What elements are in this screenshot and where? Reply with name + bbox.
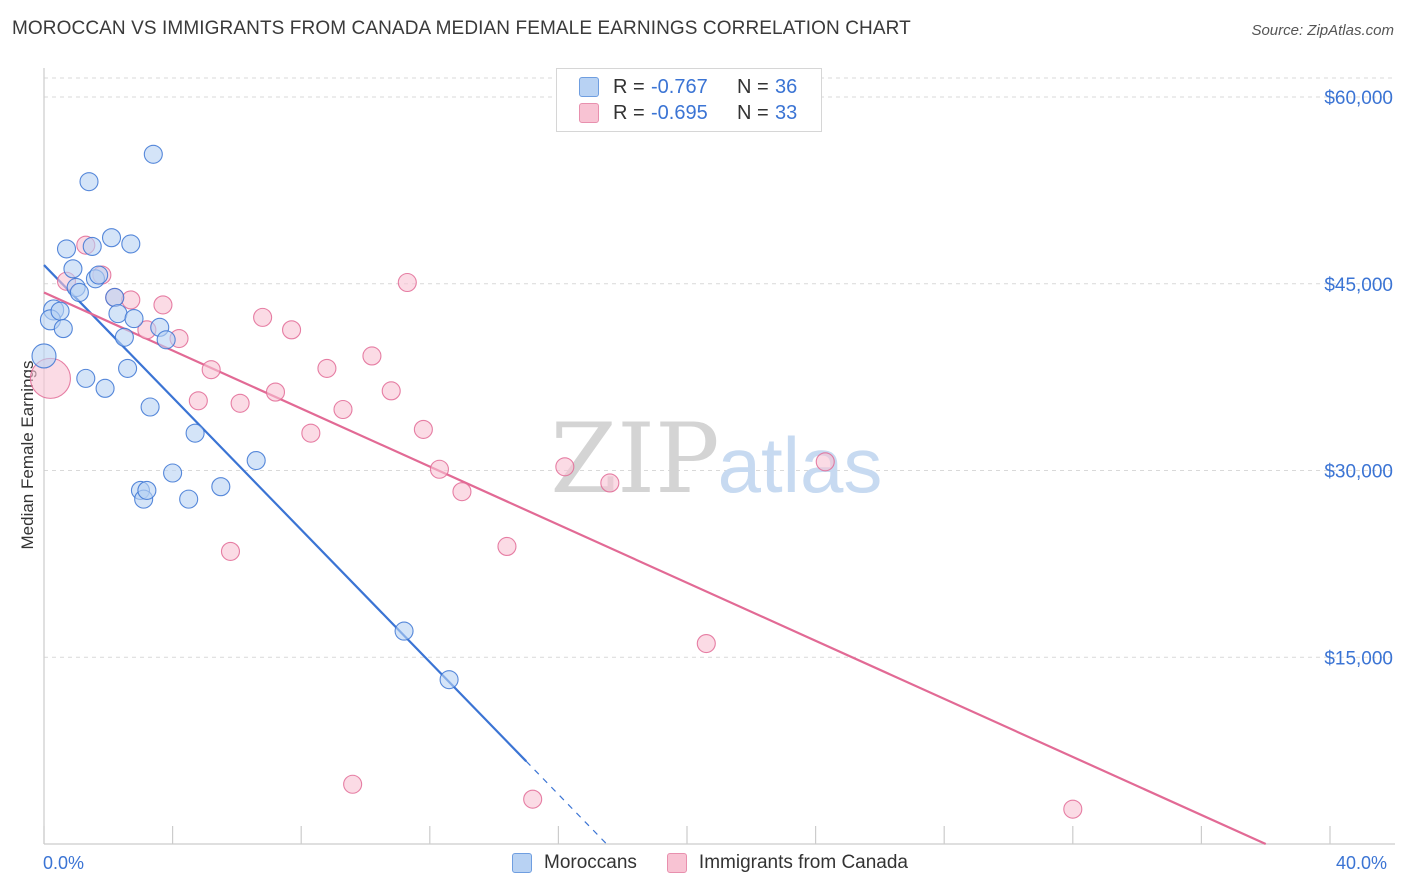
point-canada (343, 774, 363, 794)
point-canada (253, 307, 273, 327)
point-canada (201, 360, 221, 380)
point-moroccans (246, 450, 266, 471)
x-tick-label-max: 40.0% (1336, 853, 1388, 873)
point-moroccans (82, 236, 102, 256)
point-moroccans (124, 309, 144, 329)
correlation-legend: R = -0.767 N = 36 R = -0.695 N = 33 (556, 68, 822, 132)
gridlines (44, 77, 1395, 658)
legend-r-label: R = (613, 101, 645, 124)
point-canada (1063, 799, 1083, 819)
point-moroccans (156, 330, 176, 350)
point-moroccans (394, 621, 414, 641)
point-moroccans (439, 670, 459, 690)
point-moroccans (76, 368, 96, 388)
point-moroccans (56, 239, 77, 259)
point-canada (265, 382, 286, 402)
point-canada (121, 290, 141, 310)
point-canada (188, 391, 208, 411)
series-legend-label: Immigrants from Canada (698, 852, 908, 873)
legend-swatch-pink (579, 103, 599, 123)
point-canada (317, 358, 337, 378)
y-tick-label: $60,000 (1324, 88, 1393, 109)
point-canada (301, 423, 321, 443)
point-moroccans (89, 265, 109, 285)
point-moroccans (143, 144, 163, 164)
y-tick-label: $15,000 (1324, 648, 1393, 669)
point-moroccans (211, 477, 231, 497)
watermark-zip: ZIP (550, 403, 719, 515)
legend-r-value: -0.695 (651, 101, 708, 124)
point-moroccans (140, 397, 160, 417)
point-canada (153, 295, 173, 315)
point-moroccans (114, 327, 134, 347)
point-canada (381, 381, 401, 401)
point-moroccans (50, 301, 70, 321)
point-moroccans (179, 489, 199, 509)
trend-line-moroccans-extension (525, 760, 608, 845)
legend-swatch-blue (579, 77, 599, 97)
legend-r-value: -0.767 (651, 75, 708, 98)
point-moroccans (163, 463, 183, 483)
point-moroccans (108, 304, 128, 324)
point-moroccans (95, 378, 115, 398)
legend-n-value: 33 (775, 101, 798, 124)
point-canada (413, 419, 433, 439)
point-canada (497, 536, 517, 556)
legend-row-canada: R = -0.695 N = 33 (579, 100, 797, 126)
series-legend-moroccans[interactable]: Moroccans (512, 852, 637, 874)
point-canada (696, 634, 716, 654)
legend-r-label: R = (613, 75, 645, 98)
series-swatch-blue (512, 853, 532, 873)
point-canada (429, 459, 449, 479)
point-canada (362, 346, 382, 366)
legend-n-label: N = (737, 101, 769, 124)
series-legend-canada[interactable]: Immigrants from Canada (666, 852, 908, 874)
point-moroccans (63, 259, 83, 279)
legend-n-value: 36 (775, 75, 798, 98)
y-tick-label: $30,000 (1324, 462, 1393, 483)
x-tick-label-min: 0.0% (43, 853, 85, 873)
point-canada (555, 457, 575, 477)
point-canada (815, 452, 835, 472)
point-moroccans (79, 172, 99, 192)
point-moroccans (69, 282, 89, 303)
point-canada (600, 473, 620, 493)
axes (43, 68, 1395, 845)
point-moroccans (118, 358, 138, 378)
point-moroccans (53, 319, 73, 339)
source-label: Source: ZipAtlas.com (1251, 22, 1394, 39)
series-legend-label: Moroccans (544, 852, 637, 873)
point-canada (452, 482, 472, 502)
trend-line-canada (43, 291, 1267, 846)
y-tick-labels: $15,000 $30,000 $45,000 $60,000 (1324, 88, 1393, 669)
point-moroccans (121, 234, 141, 254)
y-tick-label: $45,000 (1324, 275, 1393, 296)
watermark: ZIP atlas (550, 403, 882, 515)
legend-row-moroccans: R = -0.767 N = 36 (579, 74, 797, 100)
point-moroccans (31, 343, 57, 369)
point-moroccans (137, 480, 157, 500)
point-moroccans (105, 287, 125, 307)
data-points (29, 144, 1083, 819)
series-legend: Moroccans Immigrants from Canada (512, 852, 938, 874)
chart-title: MOROCCAN VS IMMIGRANTS FROM CANADA MEDIA… (12, 18, 911, 39)
point-canada (523, 789, 543, 809)
point-canada (397, 272, 417, 293)
point-canada (333, 399, 353, 420)
watermark-atlas: atlas (718, 421, 883, 509)
series-swatch-pink (666, 853, 687, 873)
point-canada (230, 393, 250, 413)
point-canada (282, 320, 302, 340)
point-moroccans (185, 423, 205, 443)
point-canada (220, 541, 241, 561)
point-moroccans (101, 228, 122, 248)
legend-n-label: N = (737, 75, 769, 98)
